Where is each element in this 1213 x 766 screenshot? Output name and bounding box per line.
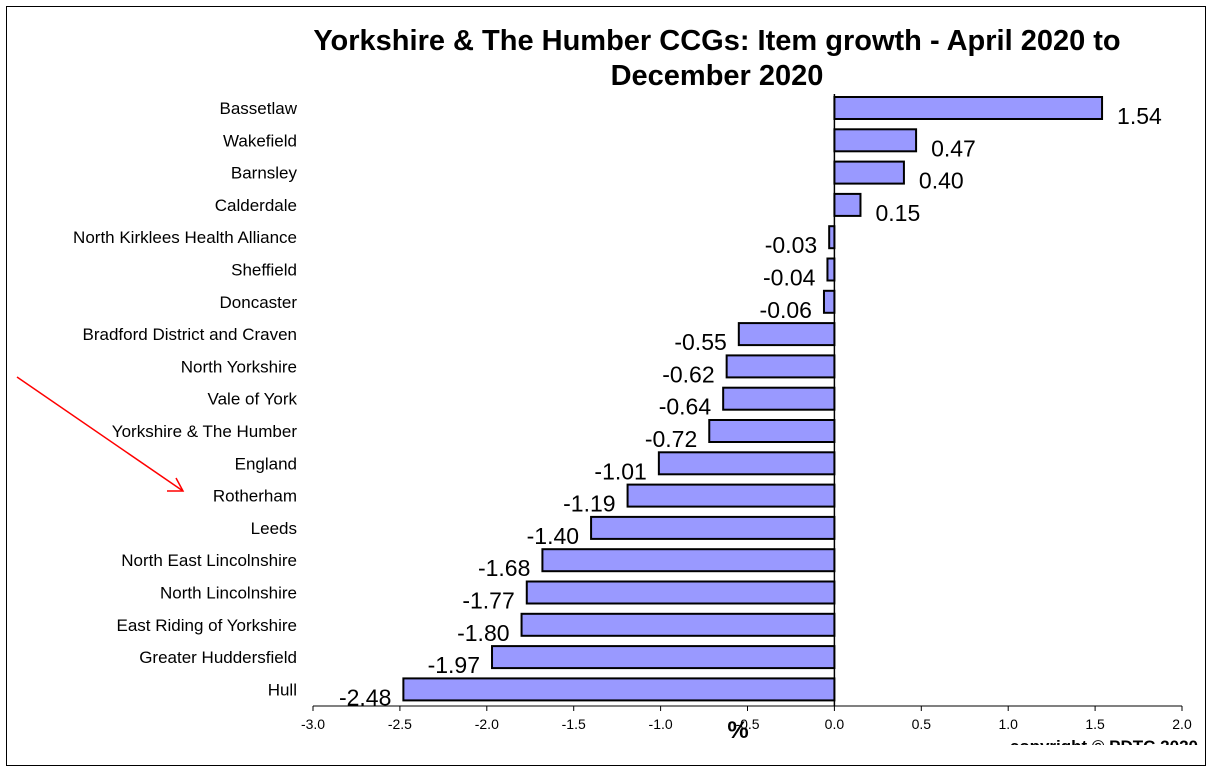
data-label: -0.62 (662, 361, 714, 387)
data-label: -0.64 (659, 394, 712, 420)
bar (657, 451, 836, 476)
bar (590, 515, 836, 540)
x-tick-label: 2.0 (1172, 716, 1192, 732)
x-axis-label: % (727, 717, 748, 744)
category-label: Bradford District and Craven (83, 325, 297, 344)
category-label: Wakefield (223, 131, 297, 150)
bar (833, 160, 905, 185)
category-label: Sheffield (231, 261, 297, 280)
category-label: Greater Huddersfield (139, 648, 297, 667)
bar (833, 128, 918, 153)
data-label: -1.80 (457, 620, 509, 646)
x-tick-label: 1.0 (998, 716, 1018, 732)
category-label: England (235, 454, 297, 473)
category-label: Barnsley (231, 164, 298, 183)
bars-layer: Bassetlaw 1.54 Wakefield 0.47 Barnsley 0.40 Ca… (73, 94, 1162, 710)
copyright-note: copyright © PDTC 2020 (1010, 737, 1198, 745)
bar (708, 419, 836, 443)
data-label: -1.19 (563, 491, 615, 517)
x-tick-label: -2.5 (388, 716, 412, 732)
category-label: Bassetlaw (220, 99, 298, 118)
x-tick-label: -1.0 (649, 716, 673, 732)
x-tick-label: 0.0 (825, 716, 845, 732)
bar-chart: Yorkshire & The Humber CCGs: Item growth… (16, 25, 1198, 745)
x-tick-label: -3.0 (301, 716, 325, 732)
bar (722, 386, 836, 411)
data-label: -1.40 (527, 523, 579, 549)
bar (822, 289, 836, 314)
data-label: -0.04 (763, 265, 816, 291)
x-tick-label: 0.5 (912, 716, 932, 732)
bar (725, 354, 836, 379)
data-label: -0.06 (760, 297, 812, 323)
bar (826, 257, 836, 282)
bar (520, 612, 836, 637)
bar (828, 225, 836, 250)
category-label: Doncaster (220, 293, 298, 312)
x-axis: -3.0 -2.5 -2.0 -1.5 -1.0 -0.5 0.0 0.5 1.0 1.5 2.0 (301, 705, 1192, 732)
data-label: -1.77 (462, 588, 514, 614)
x-tick-label: -1.5 (562, 716, 586, 732)
category-label: North Yorkshire (181, 357, 297, 376)
category-label: North East Lincolnshire (121, 551, 297, 570)
data-label: 0.47 (931, 135, 976, 161)
bar (626, 483, 836, 508)
x-tick-label: 1.5 (1085, 716, 1105, 732)
x-tick-label: -2.0 (475, 716, 499, 732)
category-label: North Lincolnshire (160, 584, 297, 603)
category-label: North Kirklees Health Alliance (73, 228, 297, 247)
bar (402, 677, 836, 702)
bar (525, 580, 836, 605)
category-label: Vale of York (208, 390, 298, 409)
bar (491, 645, 836, 670)
bar (737, 322, 836, 347)
x-tick-label: -0.5 (735, 716, 759, 732)
data-label: -1.01 (594, 458, 646, 484)
data-label: 0.15 (875, 200, 920, 226)
bar (541, 548, 836, 573)
data-label: 1.54 (1117, 103, 1162, 129)
annotation-arrow-head (167, 477, 185, 492)
annotation-layer (16, 376, 185, 492)
category-label: Rotherham (213, 487, 297, 506)
category-label: Yorkshire & The Humber (112, 422, 298, 441)
category-label: Leeds (251, 519, 297, 538)
bar (833, 192, 862, 217)
annotation-arrow-shaft (16, 376, 184, 492)
data-label: -0.72 (645, 426, 697, 452)
chart-title-line-1: Yorkshire & The Humber CCGs: Item growth… (313, 25, 1120, 57)
category-label: Hull (268, 680, 297, 699)
data-label: -0.03 (765, 232, 817, 258)
data-label: 0.40 (919, 168, 964, 194)
data-label: -1.68 (478, 555, 530, 581)
category-label: Calderdale (215, 196, 297, 215)
chart-title-line-2: December 2020 (611, 60, 824, 92)
data-label: -1.97 (428, 652, 480, 678)
bar (833, 96, 1104, 120)
category-label: East Riding of Yorkshire (117, 616, 298, 635)
data-label: -0.55 (674, 329, 726, 355)
